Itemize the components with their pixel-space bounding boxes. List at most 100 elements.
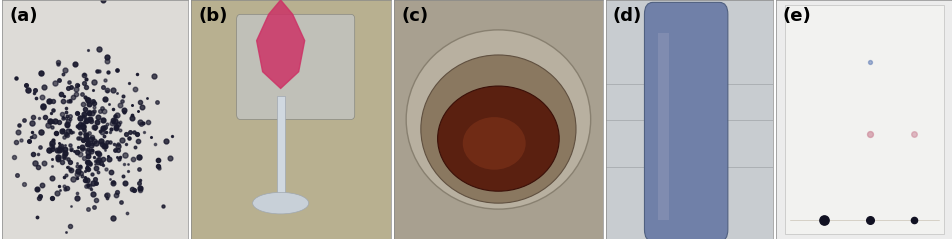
Point	[112, 103, 128, 107]
Point	[86, 99, 101, 103]
Point	[69, 172, 84, 176]
Point	[101, 154, 116, 158]
Point	[81, 98, 96, 102]
Point	[50, 60, 65, 64]
Point	[84, 187, 99, 191]
Point	[104, 121, 119, 125]
Point	[106, 180, 121, 184]
Point	[57, 151, 72, 154]
Point	[47, 81, 62, 85]
Point	[106, 108, 121, 111]
Point	[76, 120, 91, 123]
Point	[63, 114, 78, 118]
Point	[99, 88, 114, 92]
Point	[60, 157, 75, 161]
Point	[78, 77, 93, 81]
Point	[90, 115, 106, 119]
Point	[68, 87, 83, 91]
Point	[80, 49, 95, 52]
Point	[28, 88, 43, 92]
Point	[70, 145, 86, 149]
Point	[59, 110, 74, 114]
Point	[129, 133, 145, 136]
Point	[46, 138, 61, 142]
Point	[49, 131, 64, 135]
Point	[88, 162, 103, 166]
Point	[110, 148, 126, 152]
Point	[114, 138, 129, 142]
Point	[77, 169, 92, 173]
Point	[37, 115, 52, 119]
Polygon shape	[256, 0, 305, 88]
Point	[84, 135, 99, 139]
Text: (b): (b)	[198, 7, 228, 25]
Point	[116, 108, 131, 112]
Point	[26, 134, 41, 138]
Point	[82, 162, 97, 166]
Point	[59, 132, 74, 136]
Point	[103, 127, 118, 130]
Point	[57, 68, 72, 72]
Point	[118, 181, 133, 185]
Point	[89, 141, 104, 145]
Point	[122, 136, 137, 140]
Point	[30, 165, 46, 168]
Point	[97, 125, 112, 129]
Point	[55, 128, 70, 132]
Point	[62, 80, 77, 84]
Point	[94, 142, 109, 146]
Point	[56, 135, 71, 139]
Point	[61, 129, 76, 132]
Point	[42, 120, 57, 123]
Point	[75, 114, 90, 118]
Point	[117, 153, 132, 157]
Point	[79, 142, 94, 146]
Point	[95, 157, 110, 161]
Ellipse shape	[421, 55, 575, 203]
Point	[87, 139, 102, 143]
Point	[54, 144, 69, 148]
Point	[21, 139, 36, 142]
Point	[60, 123, 75, 126]
Point	[10, 130, 26, 134]
Point	[66, 95, 81, 99]
Point	[77, 156, 92, 160]
Point	[72, 131, 88, 135]
Point	[48, 119, 63, 123]
Point	[102, 157, 117, 161]
Point	[71, 126, 87, 130]
Point	[63, 130, 78, 134]
Ellipse shape	[252, 192, 308, 214]
Point	[109, 68, 124, 72]
Point	[86, 155, 101, 159]
Point	[34, 183, 50, 187]
Point	[11, 123, 27, 127]
Point	[84, 148, 99, 152]
Point	[52, 147, 68, 151]
Point	[116, 110, 131, 114]
Point	[43, 144, 58, 147]
Point	[80, 178, 95, 181]
Point	[135, 121, 150, 125]
Point	[58, 147, 73, 151]
Point	[129, 72, 145, 76]
Point	[72, 116, 88, 120]
Point	[112, 155, 128, 159]
Point	[56, 184, 71, 188]
Point	[862, 132, 877, 136]
Point	[132, 178, 148, 182]
Point	[59, 114, 74, 118]
Point	[16, 119, 31, 122]
Point	[85, 142, 100, 146]
Point	[27, 162, 42, 165]
Point	[109, 190, 125, 194]
Point	[54, 112, 69, 116]
Point	[82, 117, 97, 121]
Bar	[657, 33, 668, 220]
Point	[125, 103, 140, 107]
Point	[132, 186, 148, 190]
Point	[102, 102, 117, 106]
Point	[59, 186, 74, 190]
Point	[94, 106, 109, 109]
Point	[115, 174, 130, 178]
